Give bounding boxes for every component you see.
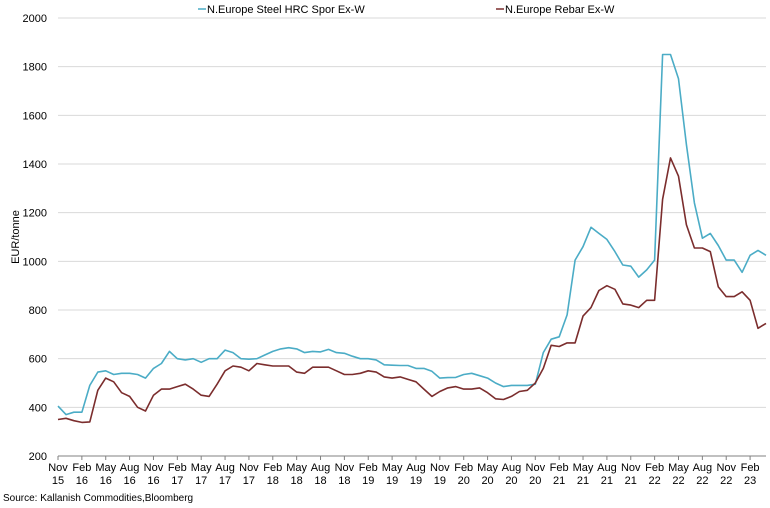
x-tick-label-month: May [573,462,594,474]
x-tick-label-year: 22 [672,475,684,487]
x-tick-label-year: 22 [649,475,661,487]
x-tick-label-year: 20 [458,475,470,487]
x-axis-ticks: Nov15Feb16May16Aug16Nov16Feb17May17Aug17… [48,456,760,487]
x-tick-label-year: 18 [267,475,279,487]
x-tick-label-year: 15 [52,475,64,487]
x-tick-label-month: Nov [144,462,164,474]
x-tick-label-year: 18 [314,475,326,487]
y-tick-label: 400 [29,402,47,414]
x-tick-label-month: May [668,462,689,474]
x-tick-label-year: 16 [123,475,135,487]
x-tick-label-month: May [95,462,116,474]
x-tick-label-month: May [477,462,498,474]
y-tick-label: 200 [29,451,47,463]
y-tick-label: 800 [29,305,47,317]
y-tick-label: 1400 [23,159,47,171]
x-tick-label-month: Aug [406,462,426,474]
x-tick-label-month: Feb [550,462,569,474]
y-tick-label: 2000 [23,13,47,25]
x-tick-label-month: Aug [311,462,331,474]
x-tick-label-year: 19 [362,475,374,487]
y-tick-label: 600 [29,354,47,366]
x-tick-label-month: Nov [48,462,68,474]
x-tick-label-year: 17 [219,475,231,487]
x-tick-label-month: Feb [263,462,282,474]
x-tick-label-month: Nov [335,462,355,474]
x-tick-label-year: 21 [625,475,637,487]
x-tick-label-year: 17 [195,475,207,487]
series-line-rebar [57,157,767,424]
x-tick-label-month: Feb [168,462,187,474]
x-tick-label-month: May [382,462,403,474]
x-tick-label-month: May [286,462,307,474]
x-tick-label-month: Feb [359,462,378,474]
y-tick-label: 1600 [23,110,47,122]
legend-label-hrc: N.Europe Steel HRC Spor Ex-W [207,4,365,16]
x-tick-label-year: 17 [243,475,255,487]
x-tick-label-year: 22 [696,475,708,487]
x-tick-label-year: 18 [291,475,303,487]
x-tick-label-month: Aug [597,462,617,474]
gridlines [58,17,766,408]
x-tick-label-year: 20 [481,475,493,487]
x-tick-label-month: May [191,462,212,474]
y-axis-title: EUR/tonne [10,210,22,264]
y-tick-label: 1000 [23,256,47,268]
x-tick-label-month: Nov [239,462,259,474]
x-tick-label-year: 20 [505,475,517,487]
x-tick-label-month: Aug [120,462,140,474]
x-tick-label-month: Feb [645,462,664,474]
x-tick-label-month: Nov [430,462,450,474]
x-tick-label-month: Feb [72,462,91,474]
x-tick-label-year: 20 [529,475,541,487]
x-tick-label-month: Nov [716,462,736,474]
x-tick-label-year: 21 [553,475,565,487]
x-tick-label-year: 18 [338,475,350,487]
x-tick-label-year: 17 [171,475,183,487]
x-tick-label-month: Aug [502,462,522,474]
x-tick-label-month: Feb [454,462,473,474]
y-axis-ticks: 200 400 600 800 1000 1200 1400 1600 1800 2000 [23,13,47,463]
x-tick-label-year: 19 [386,475,398,487]
x-tick-label-year: 21 [577,475,589,487]
legend-label-rebar: N.Europe Rebar Ex-W [505,4,615,16]
y-tick-label: 1200 [23,208,47,220]
series-lines [57,53,767,424]
x-tick-label-year: 22 [720,475,732,487]
x-tick-label-year: 16 [76,475,88,487]
x-tick-label-year: 16 [147,475,159,487]
x-tick-label-year: 16 [100,475,112,487]
x-tick-label-month: Aug [215,462,235,474]
x-tick-label-month: Feb [741,462,760,474]
x-tick-label-year: 23 [744,475,756,487]
legend: N.Europe Steel HRC Spor Ex-W N.Europe Re… [198,4,615,16]
source-note: Source: Kallanish Commodities,Bloomberg [3,493,194,504]
x-tick-label-month: Nov [621,462,641,474]
y-tick-label: 1800 [23,62,47,74]
series-line-hrc [57,53,767,416]
x-tick-label-month: Nov [526,462,546,474]
x-tick-label-year: 21 [601,475,613,487]
x-tick-label-year: 19 [410,475,422,487]
x-tick-label-month: Aug [693,462,713,474]
x-tick-label-year: 19 [434,475,446,487]
